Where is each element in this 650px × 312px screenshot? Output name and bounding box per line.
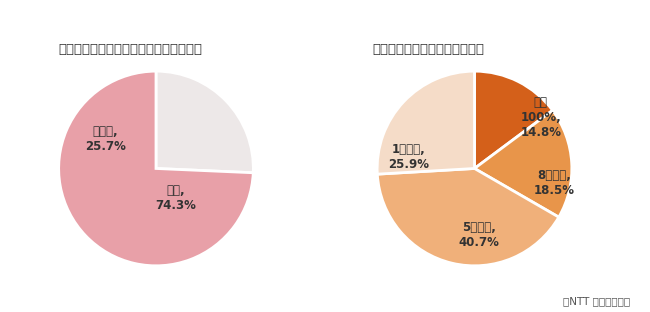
Wedge shape — [474, 110, 572, 217]
Text: 5割程度,
40.7%: 5割程度, 40.7% — [459, 221, 500, 249]
Text: 8割程度,
18.5%: 8割程度, 18.5% — [534, 169, 575, 197]
Text: 1割程度,
25.9%: 1割程度, 25.9% — [388, 143, 429, 171]
Text: ほぼ
100%,
14.8%: ほぼ 100%, 14.8% — [520, 96, 561, 139]
Wedge shape — [377, 71, 474, 174]
Wedge shape — [58, 71, 254, 266]
Text: 営業活動のオンライン化の程度: 営業活動のオンライン化の程度 — [372, 43, 484, 56]
Text: いいえ,
25.7%: いいえ, 25.7% — [85, 125, 126, 153]
Wedge shape — [474, 71, 552, 168]
Text: 遠隔／オンラインでの営業活動の実施率: 遠隔／オンラインでの営業活動の実施率 — [58, 43, 203, 56]
Wedge shape — [156, 71, 254, 173]
Wedge shape — [377, 168, 559, 266]
Text: はい,
74.3%: はい, 74.3% — [155, 184, 196, 212]
Text: （NTT データ調べ）: （NTT データ調べ） — [564, 296, 630, 306]
Text: with コロナ環境下における遠隔営業活動やオンライン会議ツール利用: with コロナ環境下における遠隔営業活動やオンライン会議ツール利用 — [177, 13, 473, 29]
